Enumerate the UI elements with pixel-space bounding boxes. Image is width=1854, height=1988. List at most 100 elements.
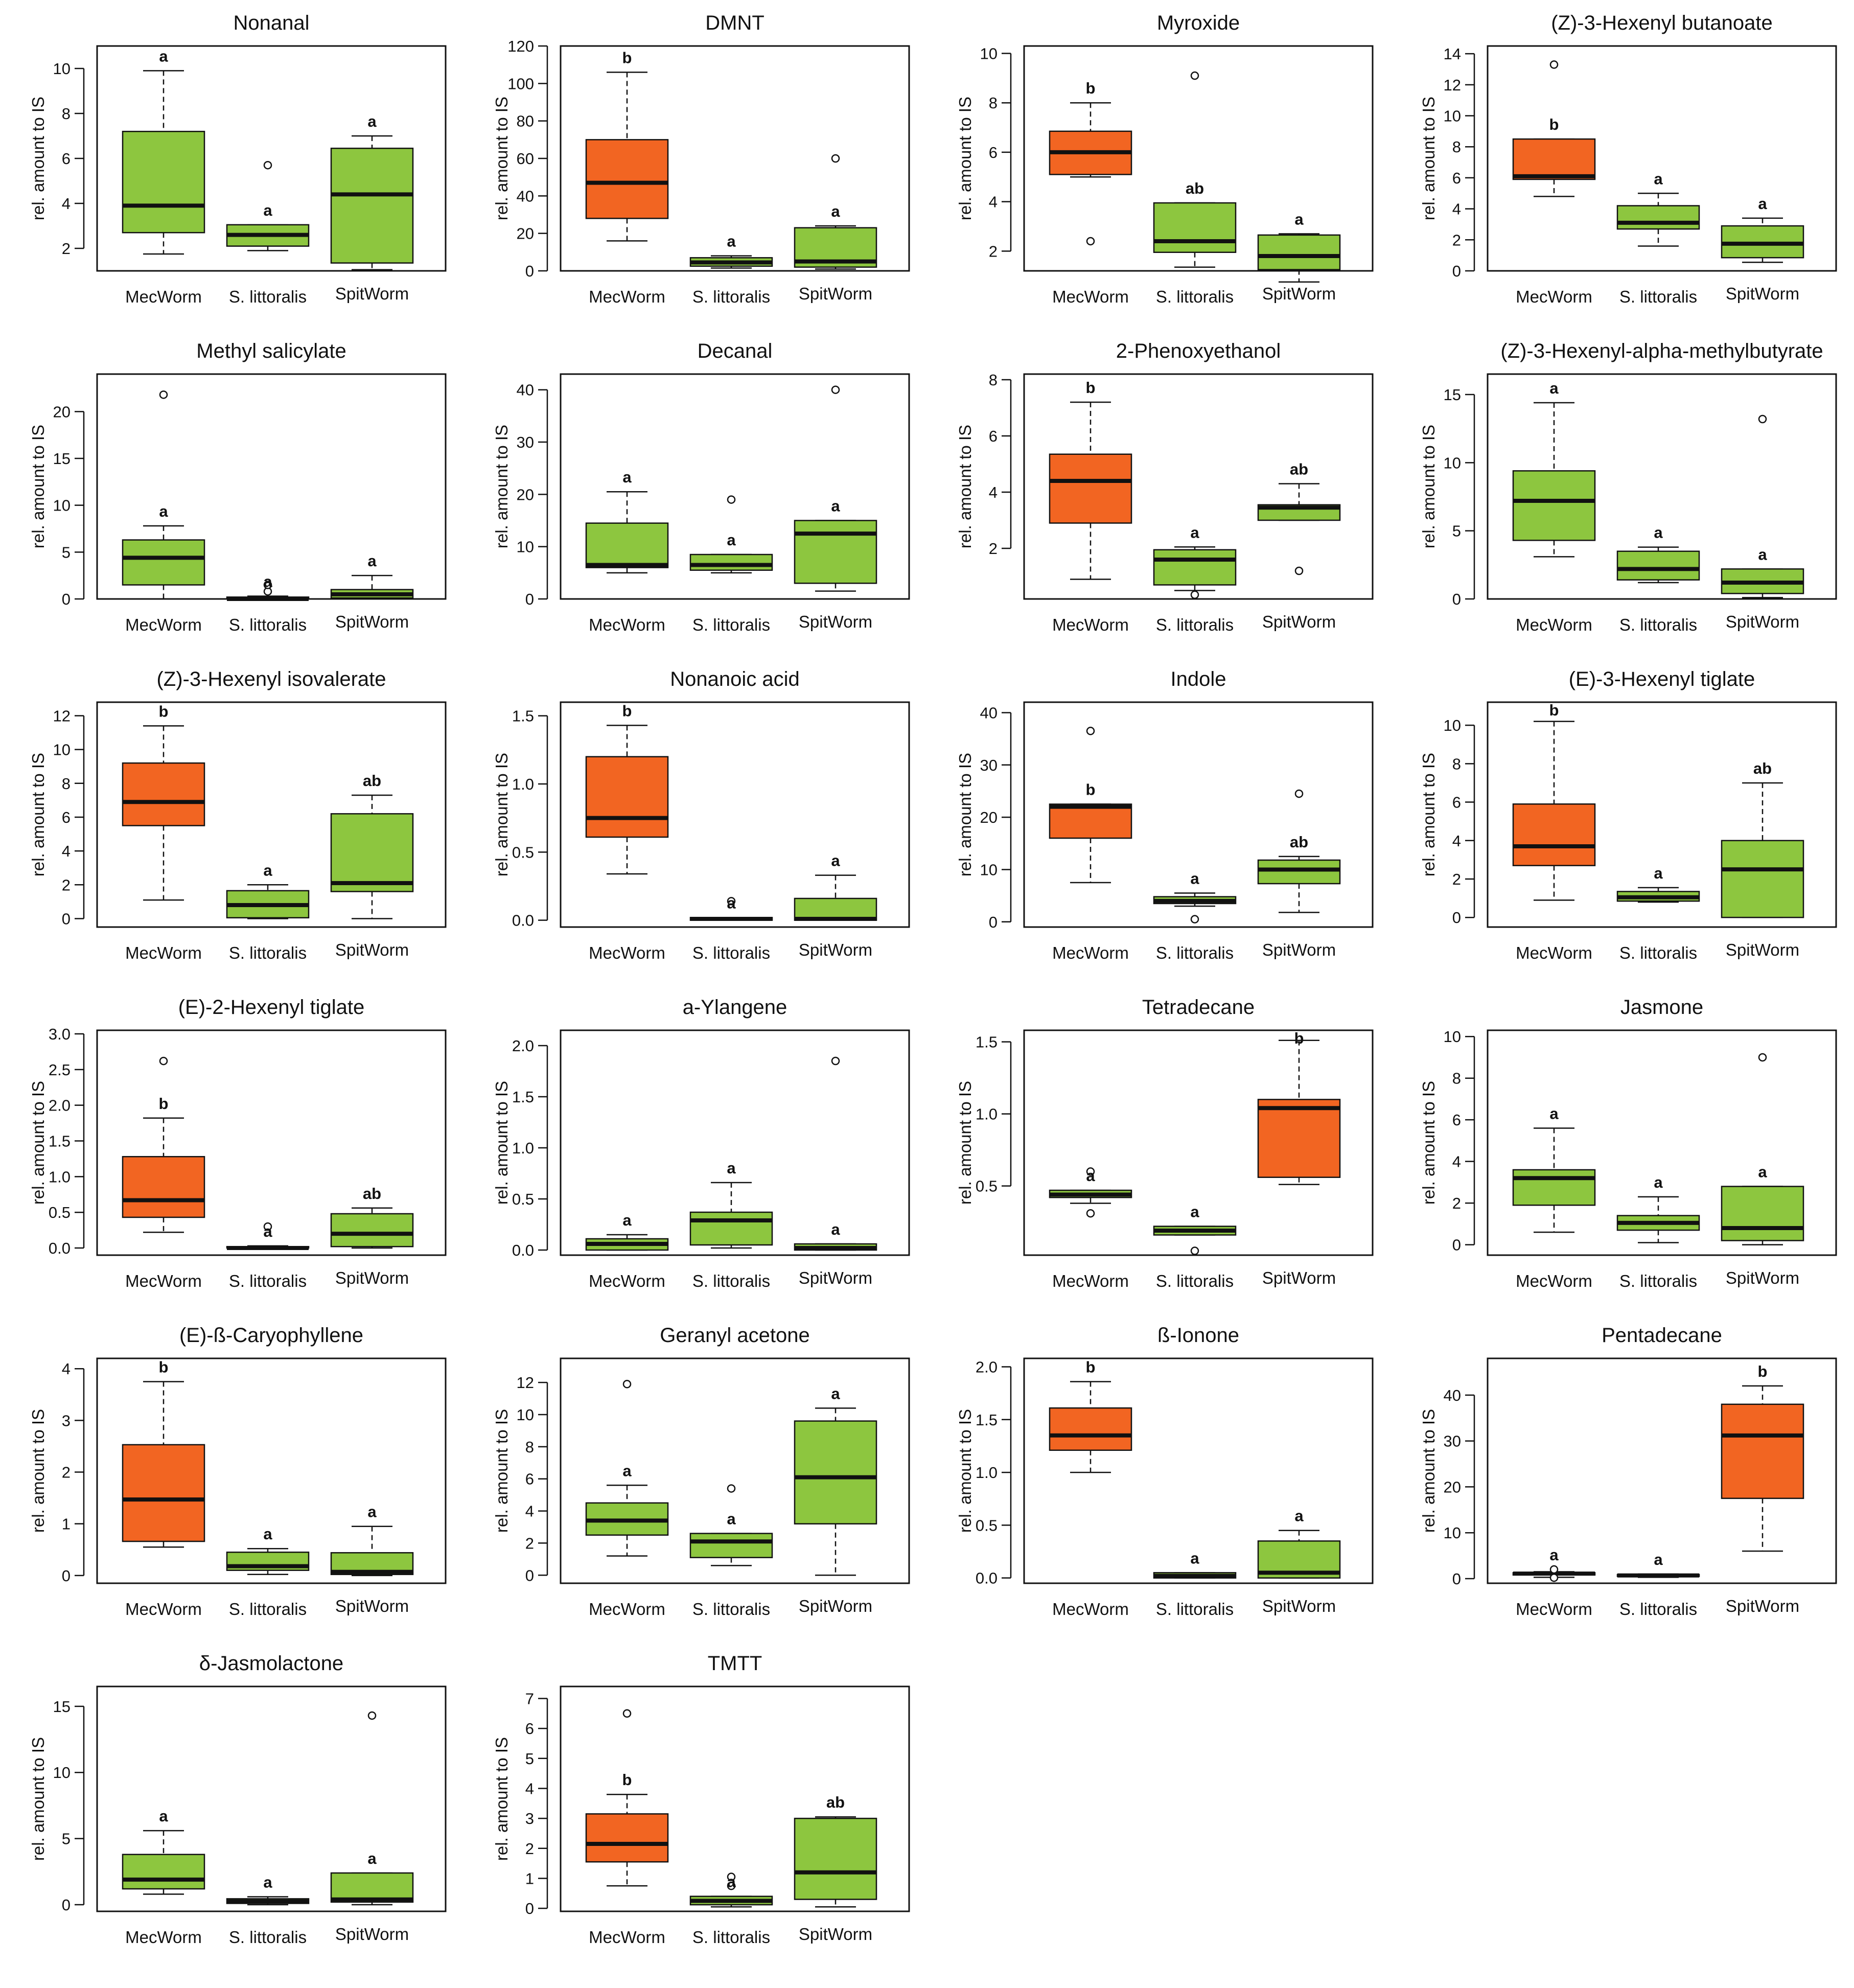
y-tick-label: 10 <box>1444 454 1461 472</box>
y-tick-label: 1.0 <box>512 1139 534 1157</box>
outlier-point <box>727 495 736 504</box>
box-group: a <box>1153 1203 1237 1255</box>
y-tick-label: 1.5 <box>512 707 534 725</box>
x-category-label: SpitWorm <box>1262 940 1336 959</box>
plot-frame <box>96 1029 447 1256</box>
y-tick-label: 5 <box>62 1830 71 1848</box>
plot-frame <box>1487 1029 1837 1256</box>
y-tick-label: 40 <box>980 704 998 722</box>
chart-title: Decanal <box>698 340 773 362</box>
y-tick-label: 4 <box>525 1502 534 1520</box>
chart-title: 2-Phenoxyethanol <box>1116 340 1281 362</box>
outlier-point <box>622 1380 632 1389</box>
chart-panel: Jasmone rel. amount to IS 0 2 4 6 8 10 MecWorm S.… <box>1419 996 1837 1290</box>
x-category-label: S. littoralis <box>1619 1600 1697 1619</box>
chart-panel: (Z)-3-Hexenyl isovalerate rel. amount to … <box>29 668 447 962</box>
chart-panel: 2-Phenoxyethanol rel. amount to IS 2 4 6 8 Mec… <box>956 340 1374 634</box>
y-tick-label: 1 <box>62 1515 71 1533</box>
x-category-label: MecWorm <box>589 943 665 962</box>
box-group: a <box>122 390 205 600</box>
box-group: a <box>794 385 877 592</box>
y-tick-label: 0 <box>1452 590 1461 608</box>
significance-letter: b <box>1086 1358 1096 1376</box>
x-category-label: MecWorm <box>125 1272 202 1290</box>
chart-panel: Indole rel. amount to IS 0 10 20 30 40 MecWorm S… <box>956 668 1374 962</box>
x-category-label: S. littoralis <box>1156 287 1234 306</box>
y-axis-label: rel. amount to IS <box>29 1737 48 1861</box>
y-tick-label: 1.0 <box>976 1105 998 1123</box>
significance-letter: ab <box>1290 460 1308 478</box>
y-tick-label: 0 <box>62 1896 71 1914</box>
iqr-box <box>585 139 669 219</box>
chart-panel: ß-Ionone rel. amount to IS 0.0 0.5 1.0 1.5 2.0… <box>956 1324 1374 1619</box>
y-tick-label: 0.5 <box>976 1516 998 1534</box>
iqr-box <box>794 897 877 921</box>
chart-title: Tetradecane <box>1142 996 1255 1019</box>
x-category-label: SpitWorm <box>1262 1597 1336 1615</box>
outlier-point <box>1549 1573 1559 1582</box>
box-group: b <box>1512 701 1596 901</box>
box-group: a <box>1512 1546 1596 1582</box>
y-axis-label: rel. amount to IS <box>492 97 511 220</box>
significance-letter: a <box>263 573 272 591</box>
box-group: b <box>585 49 669 242</box>
x-category-label: SpitWorm <box>335 1925 409 1944</box>
y-tick-label: 0.5 <box>512 1190 534 1208</box>
y-axis-label: rel. amount to IS <box>492 1737 511 1861</box>
iqr-box <box>330 147 414 264</box>
x-category-label: SpitWorm <box>799 284 872 303</box>
significance-letter: ab <box>363 772 381 790</box>
box-group: b <box>1049 1358 1132 1473</box>
significance-letter: b <box>622 1771 632 1789</box>
box-group: a <box>794 1056 877 1251</box>
y-tick-label: 1.5 <box>976 1411 998 1429</box>
y-tick-label: 20 <box>1444 1478 1461 1496</box>
x-category-label: MecWorm <box>125 943 202 962</box>
chart-title: (E)-3-Hexenyl tiglate <box>1569 668 1755 690</box>
x-category-label: SpitWorm <box>1726 1597 1799 1615</box>
significance-letter: a <box>1086 1167 1095 1185</box>
significance-letter: ab <box>1753 759 1772 777</box>
box-group: a <box>585 468 669 574</box>
chart-panel: Pentadecane rel. amount to IS 0 10 20 30 40 Mec… <box>1419 1324 1837 1619</box>
plot-frame <box>560 373 910 600</box>
y-tick-label: 10 <box>53 1764 71 1782</box>
chart-title: a-Ylangene <box>683 996 787 1019</box>
x-category-label: S. littoralis <box>1619 1272 1697 1290</box>
y-tick-label: 10 <box>53 497 71 515</box>
x-category-label: SpitWorm <box>335 1268 409 1287</box>
y-tick-label: 2.0 <box>512 1037 534 1055</box>
significance-letter: a <box>831 852 840 870</box>
iqr-box <box>585 1813 669 1863</box>
outlier-point <box>159 390 168 399</box>
y-axis-label: rel. amount to IS <box>29 97 48 220</box>
y-axis-label: rel. amount to IS <box>956 97 975 220</box>
y-tick-label: 10 <box>517 1406 534 1424</box>
box-group: a <box>1616 864 1700 903</box>
chart-title: ß-Ionone <box>1157 1324 1239 1347</box>
significance-letter: a <box>1190 1549 1199 1567</box>
significance-letter: a <box>1758 195 1767 213</box>
plot-frame <box>96 1357 447 1584</box>
x-category-label: SpitWorm <box>1726 284 1799 303</box>
box-group: b <box>1257 1029 1341 1186</box>
x-category-label: S. littoralis <box>229 943 307 962</box>
y-tick-label: 6 <box>525 1470 534 1488</box>
y-axis-label: rel. amount to IS <box>956 425 975 548</box>
box-group: a <box>1153 869 1237 923</box>
x-category-label: S. littoralis <box>692 943 770 962</box>
significance-letter: a <box>1190 523 1199 541</box>
x-category-label: S. littoralis <box>692 287 770 306</box>
box-group: b <box>1049 727 1132 884</box>
chart-panel: Geranyl acetone rel. amount to IS 0 2 4 6 8 10 1… <box>492 1324 910 1619</box>
box-group: a <box>794 154 877 270</box>
significance-letter: a <box>831 1384 840 1402</box>
chart-panel: δ-Jasmolactone rel. amount to IS 0 5 10 15 Mec… <box>29 1652 447 1947</box>
box-group: a <box>1512 1104 1596 1233</box>
plot-frame <box>1487 1357 1837 1584</box>
significance-letter: b <box>1758 1362 1768 1380</box>
x-category-label: MecWorm <box>1516 1272 1592 1290</box>
box-group: a <box>1153 1549 1237 1579</box>
x-category-label: S. littoralis <box>1156 943 1234 962</box>
y-tick-label: 10 <box>53 741 71 759</box>
